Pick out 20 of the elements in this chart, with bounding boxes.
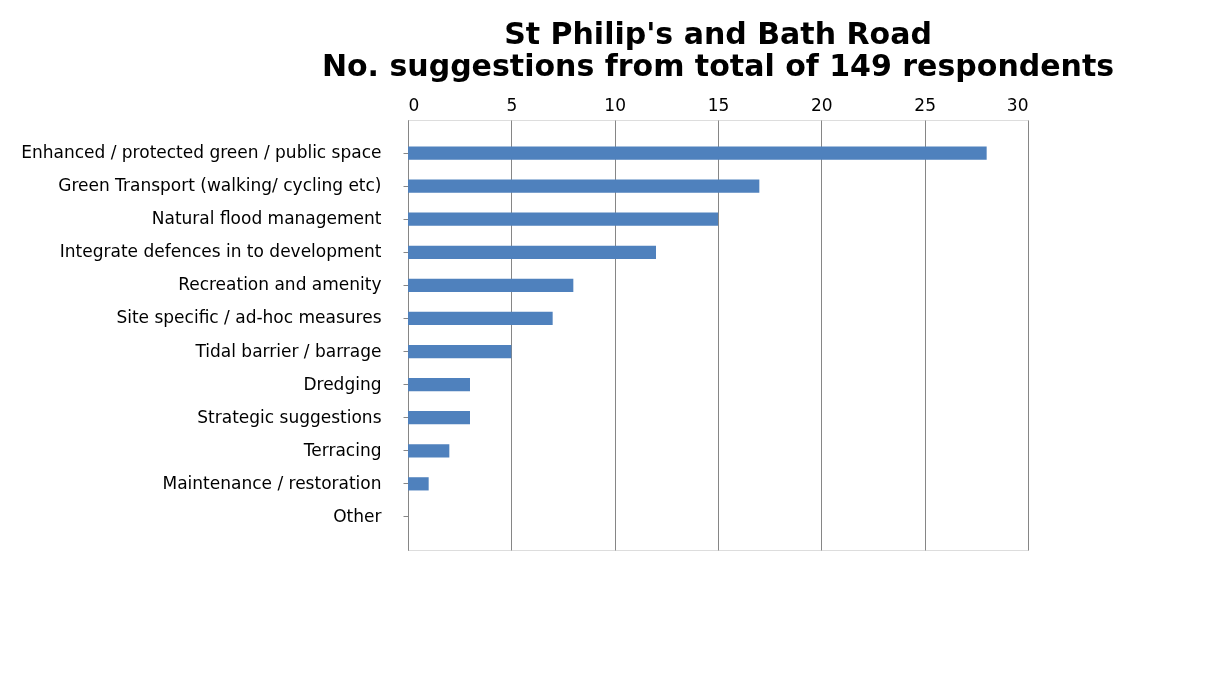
- y-tick-label: Dredging: [303, 373, 382, 394]
- y-tick-label: Enhanced / protected green / public space: [21, 142, 382, 163]
- y-tick-label: Other: [333, 505, 382, 526]
- y-tick-label: Green Transport (walking/ cycling etc): [58, 175, 382, 196]
- y-tick-label: Site specific / ad-hoc measures: [116, 307, 382, 328]
- x-tick-label: 30: [1006, 94, 1029, 115]
- x-tick-label: 25: [914, 94, 936, 115]
- x-tick-label: 0: [408, 94, 420, 115]
- x-tick-label: 10: [604, 94, 626, 115]
- y-tick-label: Integrate defences in to development: [59, 241, 382, 262]
- y-tick-label: Maintenance / restoration: [162, 472, 382, 493]
- x-tick-label: 15: [707, 94, 730, 115]
- x-tick-label: 20: [811, 94, 833, 115]
- y-tick-label: Natural flood management: [151, 208, 382, 229]
- y-tick-label: Tidal barrier / barrage: [194, 340, 382, 361]
- y-tick-label: Recreation and amenity: [178, 274, 382, 295]
- y-tick-label: Strategic suggestions: [197, 406, 382, 427]
- x-tick-label: 5: [506, 94, 518, 115]
- y-tick-label: Terracing: [302, 439, 382, 460]
- text: St Philip's and Bath Road: [504, 16, 932, 51]
